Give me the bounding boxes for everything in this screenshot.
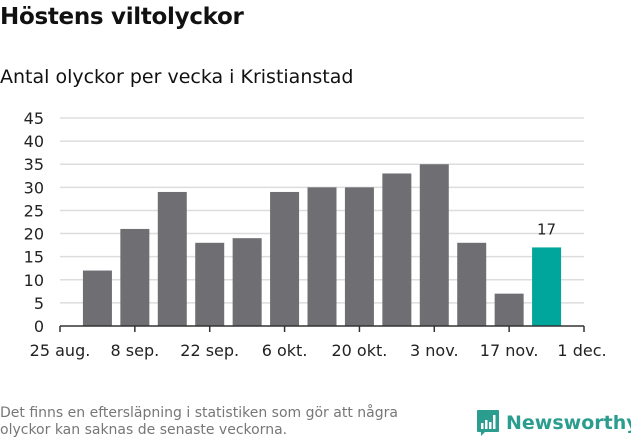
y-tick-label: 40 [24, 132, 44, 151]
bar [157, 191, 187, 326]
x-tick-label: 22 sep. [180, 341, 239, 360]
x-tick-label: 1 dec. [557, 341, 606, 360]
y-tick-label: 25 [24, 201, 44, 220]
bar [270, 191, 300, 326]
x-tick-label: 3 nov. [410, 341, 459, 360]
newsworthy-logo-icon [477, 410, 499, 436]
bar [419, 164, 449, 326]
brand-name: Newsworthy [506, 412, 631, 434]
y-tick-label: 0 [34, 317, 44, 336]
x-tick-label: 8 sep. [111, 341, 160, 360]
chart-subtitle: Antal olyckor per vecka i Kristianstad [0, 66, 354, 88]
bar [195, 242, 225, 326]
data-label: 17 [537, 220, 556, 238]
bar [82, 270, 112, 326]
y-tick-label: 45 [24, 109, 44, 128]
x-tick-label: 25 aug. [30, 341, 91, 360]
x-tick-label: 17 nov. [480, 341, 539, 360]
newsworthy-logo[interactable]: Newsworthy [476, 409, 631, 437]
bar [344, 187, 374, 326]
y-tick-label: 10 [24, 271, 44, 290]
y-tick-label: 5 [34, 294, 44, 313]
footnote: Det finns en eftersläpning i statistiken… [0, 405, 398, 438]
chart-title: Höstens viltolyckor [0, 4, 244, 30]
bar [232, 238, 262, 326]
bar [494, 293, 524, 326]
x-tick-label: 6 okt. [262, 341, 308, 360]
y-tick-label: 20 [24, 225, 44, 244]
bar [532, 247, 562, 326]
y-tick-label: 35 [24, 155, 44, 174]
bar [120, 228, 150, 326]
bar [382, 173, 412, 326]
bar-chart: 0 5 10 15 20 25 30 35 40 45 17 25 aug. 8 sep. 22 sep.… [24, 109, 607, 360]
y-tick-label: 15 [24, 248, 44, 267]
bar [307, 187, 337, 326]
y-tick-label: 30 [24, 178, 44, 197]
x-tick-label: 20 okt. [331, 341, 387, 360]
bar [457, 242, 487, 326]
